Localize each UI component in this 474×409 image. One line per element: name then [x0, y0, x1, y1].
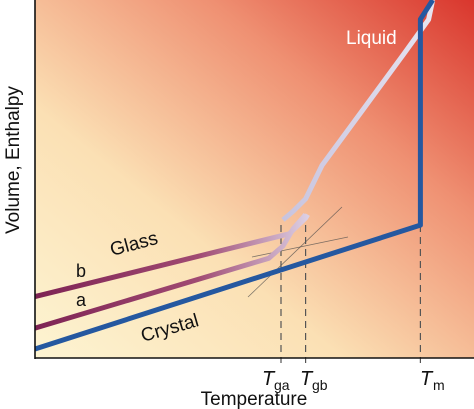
tangent-line [251, 236, 349, 258]
svg-text:gb: gb [312, 377, 328, 393]
x-axis-label: Temperature [201, 389, 308, 409]
series-line-glass-a [34, 212, 308, 331]
svg-text:m: m [433, 377, 445, 393]
tangent-line [247, 206, 343, 298]
series-line-crystal [34, 0, 435, 352]
tick-label-tm: T m [420, 368, 445, 393]
annotation-a: a [76, 290, 87, 310]
svg-text:T: T [300, 368, 314, 390]
plot-background [35, 0, 474, 358]
annotation-liquid: Liquid [346, 28, 397, 49]
tick-label-tgb: T gb [300, 368, 328, 393]
annotation-b: b [76, 261, 86, 281]
svg-text:ga: ga [274, 377, 290, 393]
tick-label-tga: T ga [262, 368, 290, 393]
svg-text:T: T [262, 368, 276, 390]
series-line-liquid [281, 0, 436, 222]
y-axis-label: Volume, Enthalpy [3, 86, 24, 234]
svg-text:T: T [420, 368, 434, 390]
